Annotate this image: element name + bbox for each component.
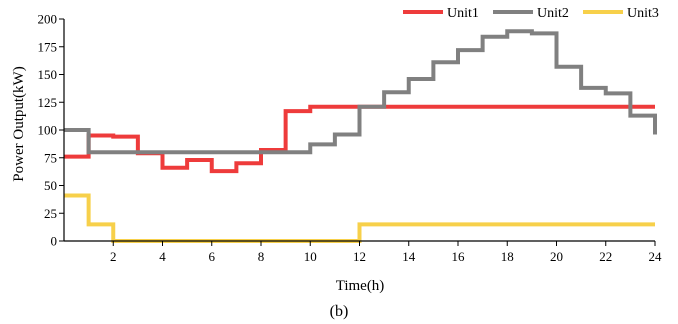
- legend-label-unit1: Unit1: [447, 6, 479, 21]
- y-tick-label: 150: [38, 67, 58, 82]
- y-tick-label: 100: [38, 123, 58, 138]
- x-tick-label: 16: [452, 249, 466, 264]
- series-layer: [64, 29, 657, 243]
- x-tick-label: 20: [550, 249, 563, 264]
- legend-label-unit3: Unit3: [627, 6, 659, 21]
- y-axis-title: Power Output(kW): [11, 66, 27, 181]
- y-tick-label: 200: [38, 12, 58, 27]
- legend: Unit1 Unit2 Unit3: [403, 6, 659, 21]
- series-line-unit1: [64, 104, 655, 174]
- y-tick-label: 175: [38, 39, 58, 54]
- x-tick-label: 2: [110, 249, 117, 264]
- figure-caption: (b): [330, 303, 349, 320]
- x-tick-label: 22: [599, 249, 612, 264]
- x-axis-title: Time(h): [336, 278, 385, 294]
- y-tick-label: 50: [44, 178, 57, 193]
- x-tick-label: 14: [402, 249, 416, 264]
- ticks: 2 4 6 8 10 12 14 16 18 20 22 2402550751001251501752…: [38, 12, 663, 265]
- x-tick-label: 8: [258, 249, 265, 264]
- x-tick-label: 12: [353, 249, 366, 264]
- x-tick-label: 4: [159, 249, 166, 264]
- x-tick-label: 10: [304, 249, 317, 264]
- y-tick-label: 25: [44, 206, 57, 221]
- legend-label-unit2: Unit2: [537, 6, 569, 21]
- series-line-unit3: [64, 193, 655, 243]
- x-tick-label: 18: [501, 249, 514, 264]
- series-line-unit2: [64, 29, 657, 155]
- y-tick-label: 125: [38, 95, 58, 110]
- x-tick-label: 6: [209, 249, 216, 264]
- x-tick-label: 24: [649, 249, 663, 264]
- y-tick-label: 0: [51, 234, 58, 249]
- y-tick-label: 75: [44, 150, 57, 165]
